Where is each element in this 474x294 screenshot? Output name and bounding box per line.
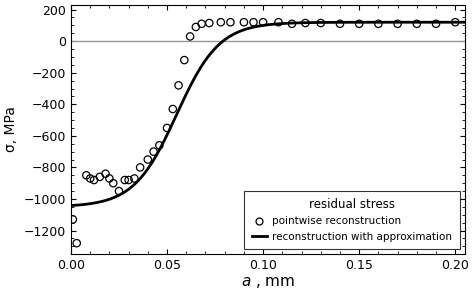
pointwise reconstruction bbox=[82, 173, 90, 178]
pointwise reconstruction bbox=[90, 178, 98, 182]
pointwise reconstruction bbox=[155, 143, 163, 148]
pointwise reconstruction bbox=[198, 21, 205, 26]
pointwise reconstruction bbox=[102, 171, 109, 176]
pointwise reconstruction bbox=[144, 157, 152, 162]
pointwise reconstruction bbox=[317, 21, 325, 25]
pointwise reconstruction bbox=[169, 107, 177, 111]
pointwise reconstruction bbox=[125, 178, 132, 182]
pointwise reconstruction bbox=[73, 241, 81, 245]
pointwise reconstruction bbox=[288, 21, 296, 26]
pointwise reconstruction bbox=[432, 21, 440, 26]
pointwise reconstruction bbox=[227, 20, 234, 25]
pointwise reconstruction bbox=[356, 21, 363, 26]
pointwise reconstruction bbox=[181, 58, 188, 62]
pointwise reconstruction bbox=[86, 176, 94, 181]
Legend: pointwise reconstruction, reconstruction with approximation: pointwise reconstruction, reconstruction… bbox=[244, 191, 460, 249]
reconstruction with approximation bbox=[462, 21, 468, 24]
pointwise reconstruction bbox=[115, 189, 123, 193]
reconstruction with approximation bbox=[242, 28, 247, 31]
Line: reconstruction with approximation: reconstruction with approximation bbox=[71, 22, 465, 206]
pointwise reconstruction bbox=[109, 181, 117, 186]
pointwise reconstruction bbox=[394, 21, 401, 26]
pointwise reconstruction bbox=[96, 175, 104, 179]
pointwise reconstruction bbox=[274, 20, 282, 25]
pointwise reconstruction bbox=[186, 34, 194, 39]
pointwise reconstruction bbox=[130, 176, 138, 181]
pointwise reconstruction bbox=[206, 21, 213, 25]
reconstruction with approximation bbox=[109, 197, 114, 201]
pointwise reconstruction bbox=[163, 126, 171, 130]
pointwise reconstruction bbox=[106, 176, 113, 181]
reconstruction with approximation bbox=[338, 21, 344, 24]
reconstruction with approximation bbox=[383, 21, 388, 24]
pointwise reconstruction bbox=[69, 217, 77, 222]
reconstruction with approximation bbox=[375, 21, 381, 24]
X-axis label: $\mathbf{\mathit{a}}$ , mm: $\mathbf{\mathit{a}}$ , mm bbox=[241, 275, 295, 290]
pointwise reconstruction bbox=[137, 165, 144, 170]
pointwise reconstruction bbox=[259, 20, 267, 25]
pointwise reconstruction bbox=[336, 21, 344, 26]
pointwise reconstruction bbox=[217, 20, 225, 25]
pointwise reconstruction bbox=[374, 21, 382, 26]
pointwise reconstruction bbox=[175, 83, 182, 88]
pointwise reconstruction bbox=[301, 21, 309, 25]
pointwise reconstruction bbox=[250, 20, 257, 25]
pointwise reconstruction bbox=[121, 178, 128, 182]
pointwise reconstruction bbox=[451, 20, 459, 25]
reconstruction with approximation bbox=[228, 34, 233, 38]
pointwise reconstruction bbox=[150, 149, 157, 154]
pointwise reconstruction bbox=[413, 21, 420, 26]
Y-axis label: σ, MPa: σ, MPa bbox=[4, 107, 18, 153]
pointwise reconstruction bbox=[240, 20, 248, 25]
pointwise reconstruction bbox=[192, 25, 200, 29]
reconstruction with approximation bbox=[68, 204, 74, 207]
